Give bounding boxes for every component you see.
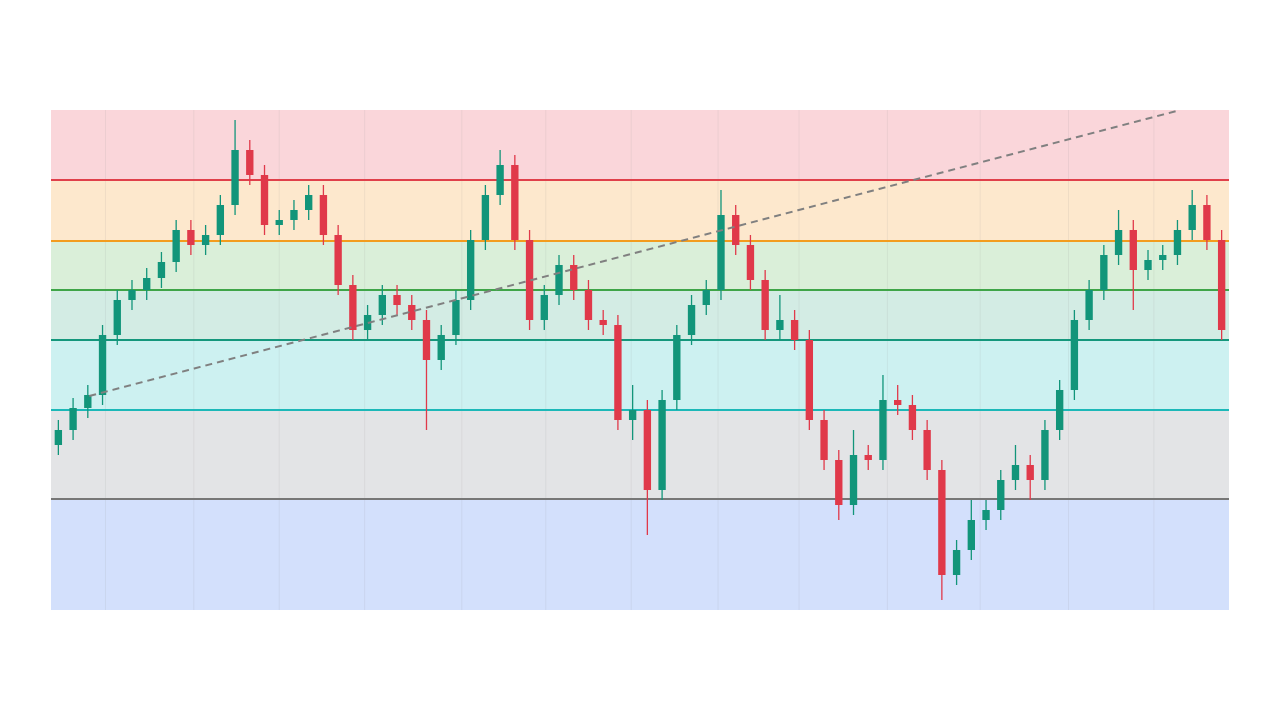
candle-body (952, 550, 961, 575)
candle-body (864, 455, 872, 460)
candle-body (157, 262, 166, 278)
candle-body (69, 408, 77, 430)
candle-body (746, 245, 755, 280)
candle-body (466, 240, 475, 300)
candle-body (290, 210, 298, 220)
candle-body (511, 165, 519, 240)
candle-body (628, 410, 637, 420)
candle-body (201, 235, 210, 245)
candle-body (908, 405, 917, 430)
candle-body (1203, 205, 1211, 240)
candle-body (113, 300, 121, 335)
candle-body (776, 320, 784, 330)
candle-body (408, 305, 416, 320)
candle-body (761, 280, 769, 330)
candle-body (1011, 465, 1020, 480)
candle-body (363, 315, 372, 330)
candle-body (599, 320, 607, 325)
candle-body (84, 395, 92, 408)
candle-body (835, 460, 843, 505)
candle-body (849, 455, 858, 505)
candle-body (658, 400, 666, 490)
candle-body (1026, 465, 1034, 480)
candle-body (216, 205, 225, 235)
candle-body (319, 195, 328, 235)
candle-body (275, 220, 283, 225)
candle-body (790, 320, 799, 340)
candle-body (1159, 255, 1167, 260)
candle-body (452, 300, 460, 335)
candle-body (1085, 290, 1093, 320)
candle-body (172, 230, 180, 262)
candle-body (525, 240, 534, 320)
candle-body (982, 510, 990, 520)
candle-body (820, 420, 828, 460)
candle-body (997, 480, 1005, 510)
trend-line (89, 109, 1181, 397)
candle-body (260, 175, 269, 225)
candle-body (349, 285, 357, 330)
candle-body (481, 195, 490, 240)
level-band (51, 410, 1229, 499)
candle-body (422, 320, 431, 360)
level-band (51, 499, 1229, 610)
candle-body (584, 290, 593, 320)
candle-body (643, 410, 652, 490)
candle-body (393, 295, 401, 305)
candle-body (967, 520, 975, 550)
level-band (51, 340, 1229, 410)
candle-body (437, 335, 445, 360)
candle-body (687, 305, 696, 335)
candle-body (555, 265, 563, 295)
candle-body (1100, 255, 1108, 290)
level-band (51, 241, 1229, 290)
candle-body (540, 295, 548, 320)
candle-body (1129, 230, 1137, 270)
candle-body (879, 400, 887, 460)
level-band (51, 290, 1229, 340)
candle-body (614, 325, 622, 420)
candle-body (305, 195, 313, 210)
candle-body (717, 215, 725, 290)
candle-body (187, 230, 195, 245)
candle-body (496, 165, 504, 195)
level-band (51, 110, 1229, 180)
candle-body (1070, 320, 1079, 390)
candle-body (1173, 230, 1182, 255)
level-band (51, 180, 1229, 241)
candle-body (1188, 205, 1196, 230)
candle-body (1217, 240, 1226, 330)
candle-body (1041, 430, 1049, 480)
candle-body (54, 430, 63, 445)
candle-body (334, 235, 342, 285)
candle-body (805, 340, 814, 420)
candle-body (894, 400, 902, 405)
candle-body (1114, 230, 1123, 255)
candle-body (378, 295, 386, 315)
candle-body (732, 215, 740, 245)
candle-body (231, 150, 239, 205)
candle-body (702, 290, 710, 305)
candle-body (128, 290, 136, 300)
candle-body (938, 470, 946, 575)
candle-body (1055, 390, 1064, 430)
candle-body (98, 335, 107, 395)
candle-body (143, 278, 151, 290)
candle-body (673, 335, 681, 400)
candle-body (246, 150, 254, 175)
candle-body (570, 265, 578, 290)
candle-body (1144, 260, 1152, 270)
candle-body (923, 430, 931, 470)
